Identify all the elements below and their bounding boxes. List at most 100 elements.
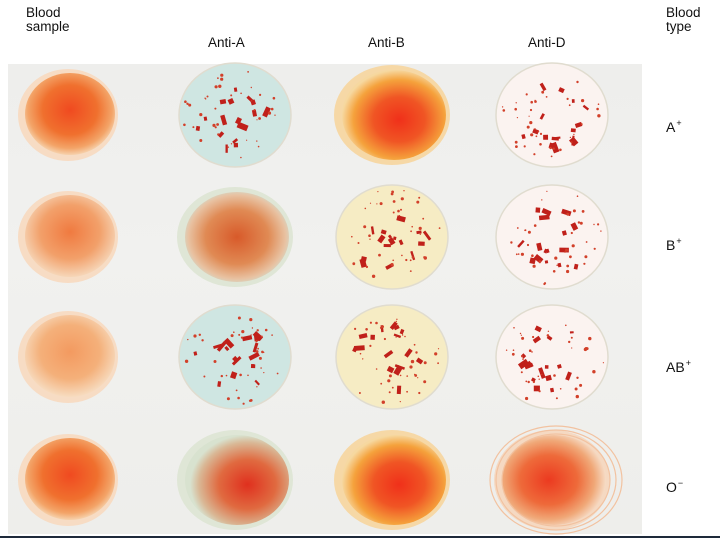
agglutination-speck [230,334,234,338]
blood-sample-header: Blood sample [26,5,70,34]
agglutination-speck [501,106,504,108]
agglutination-speck [519,332,522,335]
agglutination-clump [422,230,432,241]
agglutination-speck [399,401,401,403]
agglutination-clump [520,353,527,359]
agglutination-speck [257,347,259,350]
agglutination-clump [416,230,422,235]
agglutination-clump [389,321,398,330]
agglutination-speck [505,349,508,351]
agglutination-clump [377,234,386,244]
agglutination-clump [251,109,258,117]
agglutination-clump [544,260,549,264]
agglutination-speck [214,107,217,110]
blood-sample-drop [25,438,115,520]
agglutination-speck [390,263,394,267]
agglutination-speck [526,243,530,247]
agglutination-speck [270,107,274,111]
agglutination-speck [240,92,242,95]
agglutination-speck [390,192,394,196]
agglutination-speck [593,223,595,226]
bottom-divider [0,536,720,538]
agglutination-speck [263,372,265,374]
agglutination-clump [242,334,253,342]
anti-a-well-agglutinated [178,62,292,168]
agglutination-speck [559,148,562,152]
anti-d-well-agglutinated [495,62,609,168]
agglutination-clump [539,82,547,92]
agglutination-speck [400,208,402,211]
agglutination-speck [579,221,583,225]
agglutination-speck [524,229,526,232]
agglutination-speck [237,316,241,320]
agglutination-clump [536,242,543,252]
agglutination-speck [525,93,528,96]
agglutination-speck [534,128,536,130]
agglutination-speck [256,329,259,332]
agglutination-clump [225,144,228,153]
agglutination-speck [261,350,264,354]
agglutination-speck [391,386,394,389]
agglutination-speck [556,264,558,267]
agglutination-speck [581,210,585,213]
agglutination-speck [576,80,579,84]
agglutination-speck [248,399,252,402]
agglutination-speck [600,230,602,232]
agglutination-clump [370,226,375,235]
agglutination-clump [410,250,416,261]
agglutination-clump [383,244,391,248]
agglutination-clump [534,325,542,333]
agglutination-speck [409,365,413,369]
agglutination-speck [516,227,519,229]
ripple-ring [489,425,623,535]
agglutination-speck [388,391,391,394]
agglutination-clump [252,330,264,342]
agglutination-clump [216,341,227,352]
agglutination-speck [368,234,371,237]
agglutination-speck [271,334,273,336]
agglutination-speck [559,388,562,390]
agglutination-speck [437,348,440,350]
agglutination-speck [388,374,392,378]
agglutination-speck [602,362,605,364]
agglutination-speck [528,349,532,353]
agglutination-speck [253,109,256,111]
agglutination-speck [256,386,258,388]
agglutination-speck [419,233,421,235]
blood-type-label-3: AB+ [666,358,691,375]
agglutination-speck [239,373,242,377]
agglutination-speck [357,242,360,244]
agglutination-clump [380,229,387,235]
agglutination-speck [584,255,588,259]
agglutination-clump [531,377,536,383]
agglutination-speck [517,253,520,255]
agglutination-clump [393,324,400,331]
agglutination-speck [237,396,240,400]
agglutination-speck [249,318,253,322]
agglutination-speck [529,121,533,125]
agglutination-speck [401,334,404,336]
agglutination-speck [529,108,533,112]
agglutination-speck [579,383,583,387]
agglutination-speck [527,230,531,234]
agglutination-speck [541,199,543,201]
agglutination-clump [565,371,572,381]
agglutination-speck [247,71,250,73]
agglutination-clump [223,337,235,349]
anti-b-well-no-agglutination [342,435,446,525]
agglutination-clump [541,208,552,217]
agglutination-speck [514,140,518,144]
agglutination-speck [379,326,382,329]
agglutination-clump [358,333,368,340]
agglutination-speck [257,145,260,148]
agglutination-clump [392,236,397,241]
agglutination-speck [516,117,519,119]
agglutination-speck [415,351,418,354]
agglutination-speck [566,264,570,268]
agglutination-speck [369,238,371,240]
agglutination-speck [183,123,186,127]
agglutination-clump [353,345,365,351]
agglutination-speck [438,227,441,230]
agglutination-speck [241,330,245,334]
